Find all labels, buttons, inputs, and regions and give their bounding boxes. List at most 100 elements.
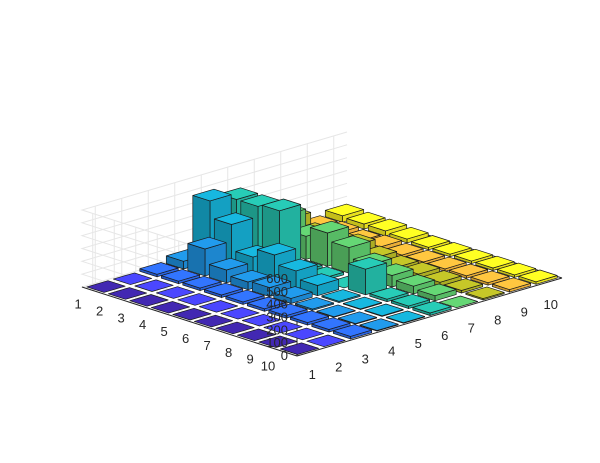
bar-x10-y8 — [475, 255, 515, 271]
bar-face — [311, 317, 351, 330]
y-tick-label: 6 — [182, 331, 189, 346]
bar-face — [273, 286, 313, 299]
bar-face — [187, 236, 227, 250]
bar-x3-y6 — [246, 296, 287, 312]
bar-face — [289, 310, 330, 323]
bar-face — [182, 275, 222, 289]
bar-x3-y1 — [139, 262, 179, 278]
bar-x1-y9 — [258, 335, 298, 348]
bar-x3-y3 — [182, 275, 222, 291]
bar-face — [139, 262, 179, 275]
bar-face — [448, 263, 489, 277]
z-tick-label: 300 — [266, 310, 288, 325]
z-tick-label: 100 — [266, 335, 288, 350]
x-tick-label: 5 — [415, 336, 422, 351]
bar-face — [475, 255, 515, 269]
bar-x2-y1 — [112, 272, 153, 285]
bar-x7-y9 — [417, 283, 457, 302]
x-tick-label: 7 — [468, 320, 475, 335]
bar-face — [129, 294, 169, 307]
bar-face — [107, 287, 148, 300]
bar-face — [332, 324, 373, 337]
bar-x3-y5 — [225, 289, 265, 305]
bar-x1-y6 — [193, 314, 234, 328]
bar-face — [306, 334, 346, 348]
y-tick-label: 9 — [247, 352, 254, 367]
bar-face — [112, 272, 153, 285]
bar-face — [385, 310, 426, 324]
bar-x1-y7 — [215, 321, 255, 335]
bar-face — [172, 307, 212, 321]
x-tick-label: 6 — [441, 328, 448, 343]
bar-face — [324, 203, 365, 217]
y-tick-label: 1 — [75, 296, 82, 311]
bar-face — [225, 289, 265, 303]
bar-face — [470, 270, 510, 284]
bar-face — [364, 303, 404, 317]
z-tick-label: 0 — [281, 348, 288, 363]
bar-face — [347, 257, 388, 270]
bar-face — [359, 318, 399, 331]
bar-face — [389, 226, 429, 240]
y-tick-label: 8 — [225, 345, 232, 360]
bar-x3-y4 — [203, 282, 244, 298]
y-tick-label: 10 — [261, 359, 275, 374]
bar-face — [309, 220, 350, 234]
bar-x2-y9 — [284, 327, 325, 341]
bar-x5-y8 — [342, 296, 383, 310]
x-tick-label: 3 — [362, 352, 369, 367]
bar-x1-y10 — [279, 342, 320, 355]
bar-x5-y7 — [321, 289, 361, 303]
bar-x10-y9 — [496, 262, 537, 278]
bar-x6-y8 — [369, 287, 409, 303]
bar-x4-y7 — [294, 297, 335, 311]
bar-x6-y10 — [412, 300, 452, 316]
bar-x9-y10 — [491, 277, 532, 293]
bar-face — [331, 235, 371, 248]
bar-face — [465, 286, 505, 299]
y-tick-label: 3 — [118, 310, 125, 325]
bar-x2-y6 — [220, 307, 260, 320]
bar-x1-y5 — [172, 307, 212, 321]
bar-x4-y9 — [337, 311, 378, 325]
x-tick-label: 10 — [544, 297, 558, 312]
bar-face — [261, 198, 302, 212]
bar-face — [369, 287, 409, 300]
bar-face — [258, 335, 298, 348]
bar-face — [198, 300, 239, 313]
bar-face — [192, 188, 232, 202]
bar-face — [395, 274, 436, 287]
y-tick-label: 2 — [96, 303, 103, 318]
bar-x4-y10 — [359, 318, 399, 332]
bar-face — [263, 320, 303, 334]
bar-x2-y2 — [134, 279, 174, 292]
bar-x2-y3 — [155, 286, 196, 299]
bar-face — [518, 269, 558, 283]
bar-face — [134, 279, 174, 292]
bar-x10-y7 — [453, 248, 494, 264]
bar-x1-y2 — [107, 287, 148, 300]
bar-face — [236, 328, 277, 342]
x-tick-label: 9 — [521, 305, 528, 320]
bar-x2-y7 — [241, 313, 282, 327]
bar-x1-y8 — [236, 328, 277, 342]
z-tick-label: 200 — [266, 322, 288, 337]
bar-face — [246, 296, 287, 310]
z-tick-label: 400 — [266, 297, 288, 312]
bar-face — [213, 212, 254, 225]
bar-face — [203, 282, 244, 296]
bar-x2-y10 — [306, 334, 346, 348]
bar-face — [294, 297, 335, 310]
bar-face — [150, 301, 191, 314]
bar-face — [438, 295, 479, 309]
bar-face — [208, 257, 249, 271]
bar-face — [443, 278, 484, 291]
bar-face — [337, 311, 378, 324]
bar-face — [453, 248, 494, 262]
bar-face — [278, 258, 318, 272]
bar-x1-y3 — [129, 294, 169, 307]
bar-face — [309, 227, 328, 267]
